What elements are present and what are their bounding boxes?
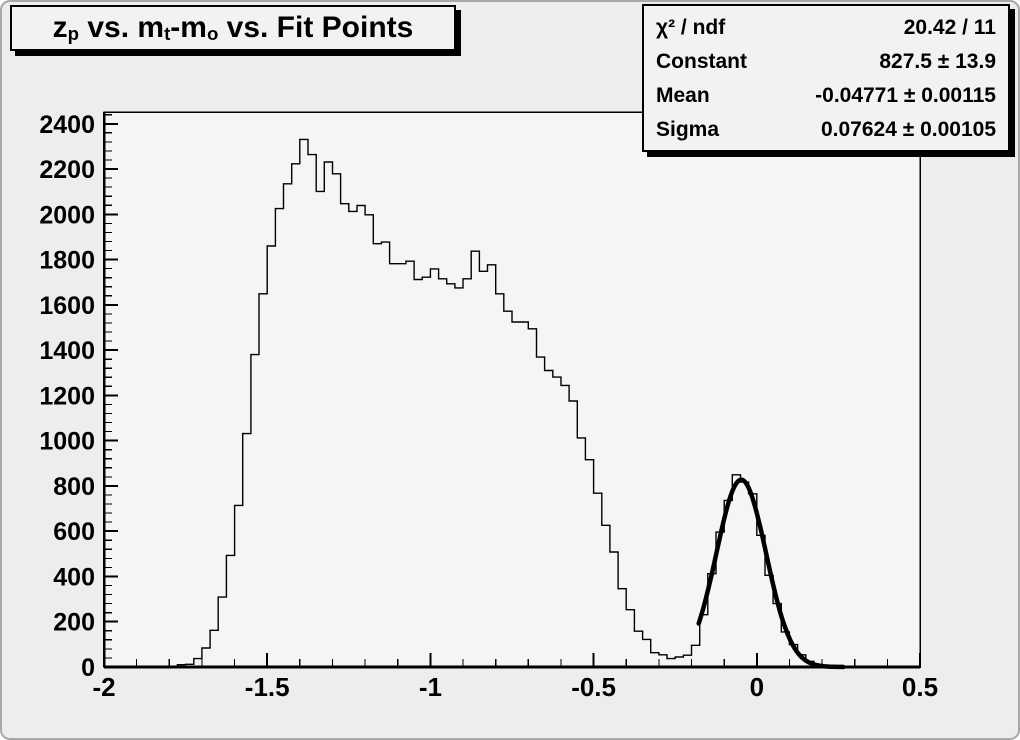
y-tick-label-10: 2000 bbox=[39, 201, 95, 229]
x-tick-label-2: -1 bbox=[419, 672, 442, 702]
stat-value-1: 827.5 ± 13.9 bbox=[879, 49, 996, 73]
stat-value-3: 0.07624 ± 0.00105 bbox=[820, 117, 996, 141]
title-text-segment-4: -m bbox=[170, 11, 207, 44]
x-tick-label-5: 0.5 bbox=[902, 672, 938, 702]
gaussian-fit-curve bbox=[696, 477, 846, 670]
stat-value-0: 20.42 / 11 bbox=[903, 15, 996, 39]
stat-label-0: χ² / ndf bbox=[656, 15, 726, 39]
stat-value-2: -0.04771 ± 0.00115 bbox=[815, 83, 996, 107]
y-tick-label-1: 200 bbox=[53, 609, 95, 637]
y-tick-label-3: 600 bbox=[53, 518, 95, 546]
y-tick-label-7: 1400 bbox=[39, 337, 95, 365]
x-tick-label-3: -0.5 bbox=[571, 672, 616, 702]
y-tick-label-2: 400 bbox=[53, 563, 95, 591]
y-tick-label-12: 2400 bbox=[39, 111, 95, 139]
stats-row-3: Sigma 0.07624 ± 0.00105 bbox=[644, 119, 1008, 140]
y-tick-label-9: 1800 bbox=[39, 247, 95, 275]
stats-box: χ² / ndf 20.42 / 11 Constant 827.5 ± 13.9 Me… bbox=[642, 4, 1010, 152]
title-text-segment-0: z bbox=[52, 11, 68, 44]
x-tick-label-4: 0 bbox=[750, 672, 764, 702]
title-text-segment-2: vs. m bbox=[79, 11, 165, 44]
y-tick-label-0: 0 bbox=[81, 654, 95, 682]
y-tick-label-6: 1200 bbox=[39, 382, 95, 410]
x-tick-label-0: -2 bbox=[92, 672, 115, 702]
stats-row-2: Mean -0.04771 ± 0.00115 bbox=[644, 85, 1008, 106]
plot-frame bbox=[103, 111, 921, 668]
title-subscript-1: p bbox=[67, 23, 80, 44]
stats-row-0: χ² / ndf 20.42 / 11 bbox=[644, 17, 1008, 38]
title-subscript-5: o bbox=[206, 23, 219, 44]
y-tick-label-5: 1000 bbox=[39, 428, 95, 456]
stats-row-1: Constant 827.5 ± 13.9 bbox=[644, 51, 1008, 72]
stat-label-2: Mean bbox=[656, 83, 710, 107]
stat-label-1: Constant bbox=[656, 49, 747, 73]
stat-label-3: Sigma bbox=[656, 117, 720, 141]
y-tick-label-4: 800 bbox=[53, 473, 95, 501]
title-text-segment-6: vs. Fit Points bbox=[218, 11, 414, 44]
y-tick-label-11: 2200 bbox=[39, 156, 95, 184]
title-subscript-3: t bbox=[164, 23, 171, 44]
y-tick-label-8: 1600 bbox=[39, 292, 95, 320]
x-tick-label-1: -1.5 bbox=[245, 672, 290, 702]
